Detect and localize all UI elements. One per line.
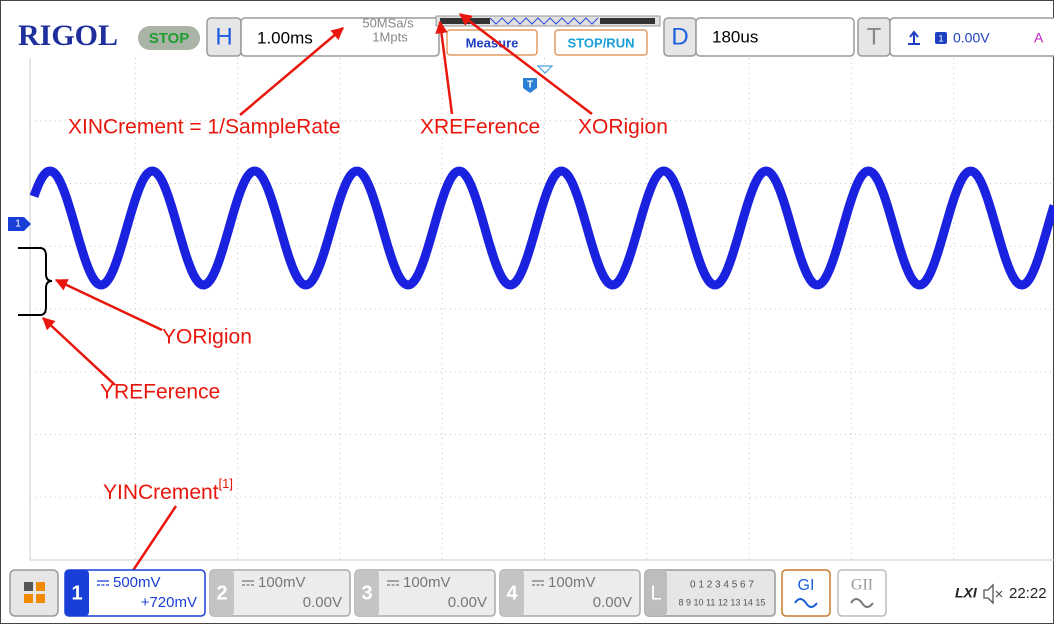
arrow [239, 27, 344, 116]
channel-scale: 500mV [113, 574, 161, 591]
logic-bits: 8 9 10 11 12 13 14 15 [679, 597, 766, 607]
generator-wave [850, 598, 874, 608]
menu-icon [36, 594, 45, 603]
delay-box[interactable] [695, 17, 855, 57]
status-pill [138, 26, 200, 50]
t-label: T [867, 23, 882, 50]
mute-icon [995, 590, 1003, 598]
logic-label: L [650, 582, 661, 604]
annotation: XINCrement = 1/SampleRate [68, 116, 341, 139]
lxi-label: LXI [955, 585, 978, 601]
menu-icon [24, 594, 33, 603]
timebase: 1.00ms [257, 28, 313, 47]
trigger-mode: A [1034, 30, 1044, 46]
generator-2[interactable] [837, 569, 887, 617]
channel-tab [500, 570, 524, 616]
channel-scale: 100mV [403, 574, 451, 591]
edge-icon [908, 30, 920, 45]
h-label: H [215, 23, 232, 50]
run-status: STOP [149, 30, 190, 47]
channel-marker: 1 [15, 219, 21, 230]
menu-icon [36, 582, 45, 591]
trigger-source: 1 [938, 33, 943, 43]
trigger-box[interactable] [889, 17, 1054, 57]
channel-tab [210, 570, 234, 616]
channel-offset: 0.00V [303, 594, 342, 611]
annotation: YINCrement[1] [103, 476, 233, 503]
offset-bracket [18, 247, 53, 316]
channel-scale: 100mV [548, 574, 596, 591]
logic-bits: 0 1 2 3 4 5 6 7 [690, 580, 754, 591]
trigger-position-marker [536, 65, 554, 74]
channel-number: 3 [361, 582, 372, 604]
channel-offset: +720mV [141, 594, 197, 611]
annotation-superscript: [1] [219, 476, 233, 491]
channel-bar: 1 500mV +720mV 2 100mV 0.00V 3 100mV 0.00V 4 100mV… [64, 569, 641, 617]
arrow [435, 20, 454, 115]
channel-scale: 100mV [258, 574, 306, 591]
logic-tab [645, 570, 667, 616]
d-label: D [671, 23, 688, 50]
trigger-level: 0.00V [953, 30, 990, 46]
speaker-icon[interactable] [983, 583, 994, 605]
coupling-icon [532, 580, 544, 586]
graticule [29, 58, 1054, 561]
delay-value: 180us [712, 27, 758, 46]
generator-wave [794, 598, 818, 608]
channel-tab [355, 570, 379, 616]
measure-button[interactable] [446, 29, 538, 56]
coupling-icon [242, 580, 254, 586]
sample-rate: 50MSa/s [362, 15, 414, 30]
coupling-icon [387, 580, 399, 586]
annotation: XREFerence [420, 116, 540, 139]
generator-label: GII [851, 577, 873, 594]
stop-run-label: STOP/RUN [568, 35, 635, 50]
annotation-text: YINCrement [103, 481, 219, 504]
app-menu-button[interactable] [9, 569, 59, 617]
memory-window [489, 17, 599, 25]
channel-marker-shape [8, 217, 31, 231]
generator-1[interactable] [781, 569, 831, 617]
arrow [42, 317, 116, 386]
channel-number: 1 [71, 582, 82, 604]
stop-run-button[interactable] [554, 29, 648, 56]
annotation: YREFerence [100, 381, 220, 404]
channel-number: 4 [506, 582, 518, 604]
memory-depth: 1Mpts [372, 29, 408, 44]
generator-label: GI [798, 577, 815, 594]
channel-offset: 0.00V [448, 594, 487, 611]
trigger-source-badge [935, 32, 947, 44]
arrow [459, 13, 593, 115]
logo: RIGOL [18, 19, 118, 52]
channel-tab [65, 570, 89, 616]
annotation: XORigion [578, 116, 668, 139]
memory-segment [600, 18, 655, 24]
channel-offset: 0.00V [593, 594, 632, 611]
coupling-icon [97, 580, 109, 586]
channel-number: 2 [216, 582, 227, 604]
arrow [54, 278, 163, 332]
clock: 22:22 [1009, 585, 1047, 602]
menu-icon [24, 582, 33, 591]
trigger-marker: T [527, 80, 533, 91]
trigger-marker-shape [523, 78, 537, 93]
annotation: YORigion [162, 326, 252, 349]
waveform [29, 166, 1054, 290]
